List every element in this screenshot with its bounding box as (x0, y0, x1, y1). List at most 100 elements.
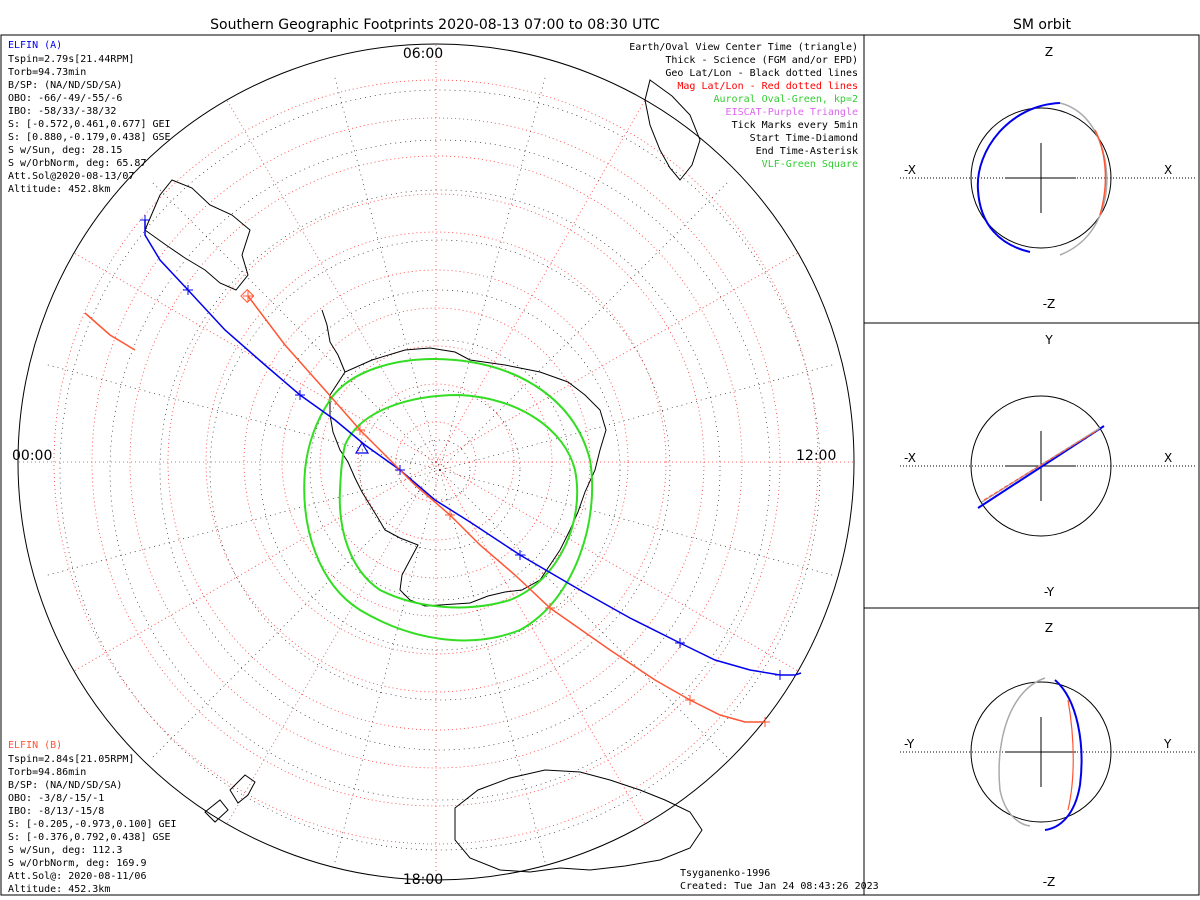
geo-lon-line (333, 469, 441, 867)
elfin-b-track-segment (84, 312, 136, 351)
elfin-b-line: Tspin=2.84s[21.05RPM] (8, 754, 134, 765)
time-tick (775, 670, 785, 680)
time-tick (395, 465, 405, 475)
elfin-a-line: Att.Sol@2020-08-13/07 (8, 171, 134, 182)
antarctic-peninsula-coast (321, 309, 346, 373)
new-zealand-coast (204, 774, 256, 823)
sm-panel-xz: Z -Z -X X (900, 45, 1196, 311)
elfin-orbit-grey (998, 677, 1046, 827)
sm-panel-yz: Z -Z -Y Y (900, 621, 1196, 889)
axis-label-top: Y (1044, 333, 1053, 347)
geo-lat-ring (59, 89, 821, 851)
mag-lon-line (226, 461, 437, 825)
legend-item: EISCAT-Purple Triangle (726, 107, 858, 118)
mlt-label-left: 00:00 (12, 448, 52, 464)
time-tick (515, 550, 525, 560)
created-label: Created: Tue Jan 24 08:43:26 2023 (680, 881, 879, 892)
elfin-b-orbit (1067, 699, 1074, 811)
auroral-oval-outer (303, 358, 594, 642)
geo-lon-line (439, 469, 547, 867)
legend-item: Start Time-Diamond (750, 133, 858, 144)
mlt-label-bottom: 18:00 (403, 872, 443, 888)
africa-coast (644, 79, 701, 181)
elfin-a-line: S w/Sun, deg: 28.15 (8, 145, 122, 156)
elfin-b-line: B/SP: (NA/ND/SD/SA) (8, 780, 122, 791)
elfin-a-header: ELFIN (A) (8, 40, 62, 51)
model-label: Tsyganenko-1996 (680, 868, 770, 879)
elfin-b-line: Att.Sol@: 2020-08-11/06 (8, 871, 146, 882)
elfin-b-line: S: [-0.376,0.792,0.438] GSE (8, 832, 171, 843)
elfin-b-info: ELFIN (B) Tspin=2.84s[21.05RPM] Torb=94.… (8, 740, 177, 895)
elfin-a-line: S: [0.880,-0.179,0.438] GSE (8, 132, 171, 143)
south-america-coast (144, 179, 251, 291)
time-tick (760, 717, 770, 727)
australia-coast (454, 769, 703, 873)
coastlines (144, 79, 703, 873)
elfin-a-line: OBO: -66/-49/-55/-6 (8, 93, 122, 104)
geo-lon-line (43, 469, 441, 577)
elfin-b-line: OBO: -3/8/-15/-1 (8, 793, 104, 804)
auroral-oval-inner (338, 393, 579, 609)
legend-item: Mag Lat/Lon - Red dotted lines (677, 81, 858, 92)
time-tick (295, 390, 305, 400)
legend-item: Earth/Oval View Center Time (triangle) (629, 42, 858, 53)
elfin-a-track (144, 220, 802, 676)
elfin-b-ticks (243, 291, 770, 727)
elfin-b-line: S w/OrbNorm, deg: 169.9 (8, 858, 146, 869)
elfin-a-line: IBO: -58/33/-38/32 (8, 106, 116, 117)
geo-lat-ring (209, 239, 671, 701)
elfin-b-track (247, 295, 765, 723)
mag-grid (18, 44, 854, 880)
legend-item: Thick - Science (FGM and/or EPD) (665, 55, 858, 66)
axis-label-top: Z (1045, 45, 1053, 59)
axis-label-top: Z (1045, 621, 1053, 635)
geo-lat-ring (159, 189, 721, 751)
elfin-a-line: Tspin=2.79s[21.44RPM] (8, 54, 134, 65)
elfin-a-line: S: [-0.572,0.461,0.677] GEI (8, 119, 171, 130)
geo-lon-line (333, 73, 441, 471)
mag-lon-line (435, 461, 799, 672)
elfin-b-orbit (983, 429, 1099, 501)
elfin-b-line: IBO: -8/13/-15/8 (8, 806, 104, 817)
legend-item: Auroral Oval-Green, kp=2 (714, 94, 859, 105)
time-tick (183, 285, 193, 295)
mlt-label-top: 06:00 (403, 46, 443, 62)
sm-frame (863, 34, 1200, 896)
legend-item: Geo Lat/Lon - Black dotted lines (665, 68, 858, 79)
axis-label-left: -X (904, 163, 916, 177)
mag-lon-line (226, 99, 437, 463)
mag-lon-line (435, 252, 799, 463)
geo-grid (43, 73, 837, 867)
elfin-a-info: ELFIN (A) Tspin=2.79s[21.44RPM] Torb=94.… (8, 40, 171, 195)
geo-lon-line (439, 469, 731, 761)
mag-lat-ring (129, 155, 743, 769)
elfin-b-header: ELFIN (B) (8, 740, 62, 751)
geo-lat-ring (409, 439, 471, 501)
elfin-a-line: Torb=94.73min (8, 67, 86, 78)
axis-label-bottom: -Y (1044, 585, 1055, 599)
elfin-b-line: S: [-0.205,-0.973,0.100] GEI (8, 819, 177, 830)
geo-lat-ring (359, 389, 521, 551)
axis-label-bottom: -Z (1043, 297, 1056, 311)
geo-lon-line (439, 73, 547, 471)
mag-lon-line (435, 461, 646, 825)
time-tick (685, 695, 695, 705)
axis-label-left: -Y (904, 737, 915, 751)
antarctica-coast (329, 347, 607, 607)
elfin-b-start-diamond (240, 288, 255, 304)
mag-lat-ring (357, 383, 515, 541)
mag-lat-ring (205, 231, 667, 693)
legend: Earth/Oval View Center Time (triangle) T… (629, 42, 858, 170)
time-tick (355, 425, 365, 435)
mag-lat-ring (53, 79, 819, 845)
sm-orbit-title: SM orbit (1013, 17, 1072, 33)
time-tick (545, 603, 555, 613)
elfin-a-ticks (140, 215, 785, 680)
time-tick (445, 510, 455, 520)
time-tick (140, 215, 150, 225)
elfin-b-orbit (1094, 129, 1107, 216)
geo-lat-ring (109, 139, 771, 801)
mlt-label-right: 12:00 (796, 448, 836, 464)
mag-lon-line (435, 99, 646, 463)
